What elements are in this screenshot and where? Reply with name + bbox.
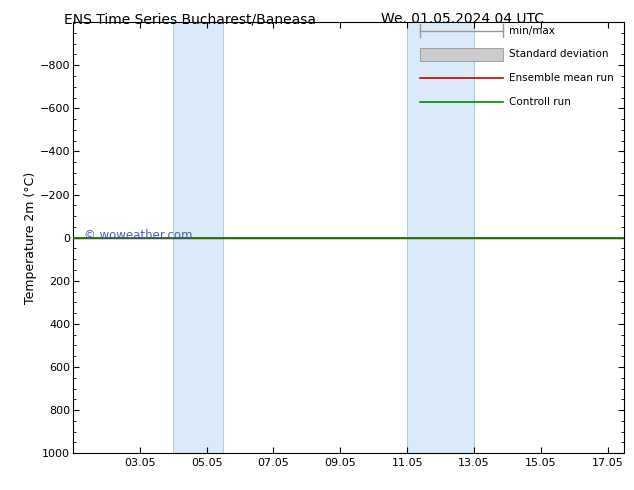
Text: Standard deviation: Standard deviation (508, 49, 608, 59)
Text: ENS Time Series Bucharest/Baneasa: ENS Time Series Bucharest/Baneasa (64, 12, 316, 26)
Bar (173, 22, 223, 453)
Text: Controll run: Controll run (508, 97, 571, 107)
Text: Ensemble mean run: Ensemble mean run (508, 73, 614, 83)
Text: min/max: min/max (508, 25, 555, 36)
Text: We. 01.05.2024 04 UTC: We. 01.05.2024 04 UTC (381, 12, 545, 26)
Text: © woweather.com: © woweather.com (84, 229, 193, 242)
Bar (407, 22, 474, 453)
FancyBboxPatch shape (420, 48, 503, 61)
Y-axis label: Temperature 2m (°C): Temperature 2m (°C) (24, 172, 37, 304)
